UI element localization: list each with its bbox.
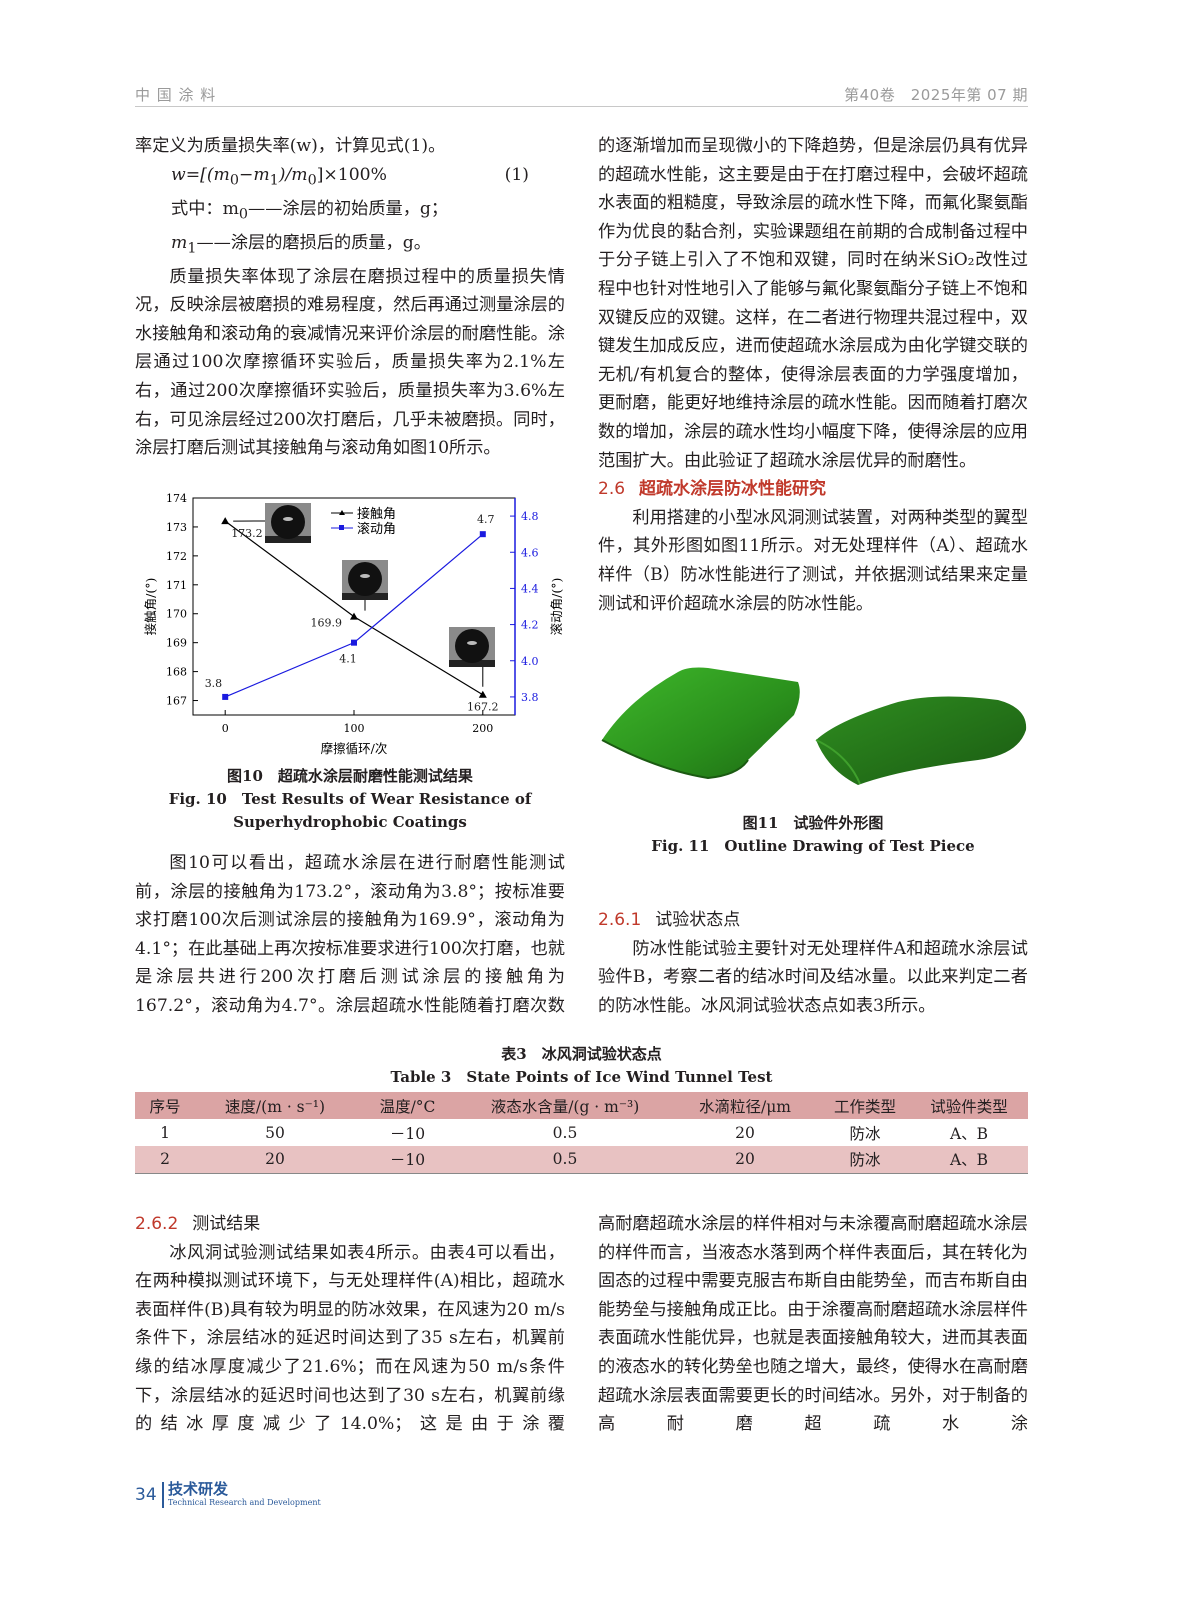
section-name: 技术研发	[168, 1480, 229, 1498]
column-header: 水滴粒径/μm	[699, 1097, 791, 1116]
data-label: 173.2	[231, 527, 263, 540]
series-line-contact-angle	[224, 520, 484, 696]
figure-11-caption: 图11 试验件外形图 Fig. 11 Outline Drawing of Te…	[598, 812, 1028, 858]
y-left-tick-label: 168	[166, 666, 187, 679]
y-left-tick-label: 170	[166, 608, 187, 621]
droplet-image-base	[265, 536, 311, 543]
paragraph: 图10可以看出，超疏水涂层在进行耐磨性能测试前，涂层的接触角为173.2°，滚动…	[135, 853, 565, 1016]
x-axis-label: 摩擦循环/次	[321, 741, 388, 756]
table-3: 序号 速度/(m · s⁻¹) 温度/°C 液态水含量/(g · m⁻³) 水滴粒径/μ…	[135, 1092, 1028, 1174]
column-header: 速度/(m · s⁻¹)	[224, 1097, 326, 1116]
left-column-middle: 图10可以看出，超疏水涂层在进行耐磨性能测试前，涂层的接触角为173.2°，滚动…	[135, 849, 565, 1021]
paragraph: 利用搭建的小型冰风洞测试装置，对两种类型的翼型件，其外形图如图11所示。对无处理…	[598, 507, 1028, 614]
definition-m0: 式中：m0——涂层的初始质量，g；	[171, 198, 449, 223]
caption-en: Fig. 10 Test Results of Wear Resistance …	[168, 790, 532, 808]
caption-cn: 表3 冰风洞试验状态点	[501, 1045, 662, 1063]
paragraph: 的逐渐增加而呈现微小的下降趋势，但是涂层仍具有优异的超疏水性能，这主要是由于在打…	[598, 136, 1028, 471]
paragraph: 高耐磨超疏水涂层的样件相对与未涂覆高耐磨超疏水涂层的样件而言，当液态水落到两个样…	[598, 1214, 1028, 1435]
legend-label: 滚动角	[357, 521, 396, 537]
data-label: 167.2	[467, 701, 499, 714]
legend-marker	[339, 525, 344, 530]
data-label: 4.7	[477, 513, 495, 526]
table-header-row: 序号 速度/(m · s⁻¹) 温度/°C 液态水含量/(g · m⁻³) 水滴粒径/μ…	[135, 1092, 1028, 1119]
airfoil-b	[816, 696, 1027, 785]
y-right-tick-label: 4.0	[521, 655, 539, 668]
column-header: 液态水含量/(g · m⁻³)	[490, 1097, 640, 1116]
table-row: 2 20 －10 0.5 20 防冰 A、B	[135, 1146, 1028, 1173]
paragraph: 冰风洞试验测试结果如表4所示。由表4可以看出，在两种模拟测试环境下，与无处理样件…	[135, 1242, 565, 1435]
data-label: 169.9	[311, 617, 343, 630]
legend-marker	[339, 510, 345, 515]
y-right-tick-label: 4.6	[521, 546, 539, 559]
section-name-en: Technical Research and Development	[168, 1498, 321, 1507]
table-3-caption: 表3 冰风洞试验状态点 Table 3 State Points of Ice …	[135, 1043, 1028, 1089]
journal-name: 中 国 涂 料	[135, 86, 217, 104]
data-point-sliding-angle	[222, 693, 229, 700]
droplet-image-base	[342, 593, 388, 600]
y-right-tick-label: 4.2	[521, 619, 539, 632]
table-row: 1 50 －10 0.5 20 防冰 A、B	[160, 1123, 989, 1143]
caption-en: Table 3 State Points of Ice Wind Tunnel …	[390, 1068, 773, 1086]
paragraph: 率定义为质量损失率(w)，计算见式(1)。	[135, 136, 446, 156]
y-left-tick-label: 172	[166, 550, 187, 563]
caption-cn: 图10 超疏水涂层耐磨性能测试结果	[227, 767, 473, 785]
y-right-tick-label: 3.8	[521, 691, 539, 704]
figure-10-caption: 图10 超疏水涂层耐磨性能测试结果 Fig. 10 Test Results o…	[135, 765, 565, 834]
legend-label: 接触角	[357, 506, 396, 522]
column-header: 工作类型	[833, 1097, 896, 1116]
x-tick-label: 200	[472, 722, 493, 735]
y-left-axis-label: 接触角/(°)	[143, 578, 158, 636]
section-heading-2-6-1: 2.6.1 试验状态点	[598, 910, 741, 930]
page-number: 34	[135, 1485, 157, 1505]
droplet-highlight	[360, 574, 370, 578]
y-left-tick-label: 167	[166, 695, 187, 708]
data-point-contact-angle	[221, 517, 230, 525]
data-point-contact-angle	[478, 690, 487, 698]
y-right-axis-label: 滚动角/(°)	[549, 578, 564, 636]
y-left-tick-label: 174	[166, 492, 187, 505]
droplet-image-base	[449, 660, 495, 667]
section-heading-2-6-2: 2.6.2 测试结果	[135, 1214, 261, 1234]
right-column-middle: 2.6.1 试验状态点 防冰性能试验主要针对无处理样件A和超疏水涂层试验件B，考察…	[598, 906, 1028, 1020]
caption-en: Fig. 11 Outline Drawing of Test Piece	[651, 837, 975, 855]
caption-en: Superhydrophobic Coatings	[233, 813, 467, 831]
data-point-sliding-angle	[351, 639, 357, 646]
droplet	[348, 562, 382, 596]
section-heading-2-6: 2.6 超疏水涂层防冰性能研究	[598, 479, 827, 500]
data-label: 4.1	[339, 653, 357, 666]
droplet	[271, 505, 305, 539]
data-point-contact-angle	[350, 612, 358, 620]
airfoil-a	[602, 667, 800, 778]
wear-resistance-chart: 167 168 169 170 171 172 173 174 3.8 4.0 4.2 4.4 4.6 4…	[143, 492, 564, 756]
y-right-tick-label: 4.8	[521, 510, 539, 523]
formula: w=[(m0−m1)/m0]×100% (1)	[135, 161, 565, 195]
issue-info: 第40卷 2025年第 07 期	[844, 86, 1028, 104]
x-tick-label: 0	[222, 722, 229, 735]
left-column-top: 率定义为质量损失率(w)，计算见式(1)。 w=[(m0−m1)/m0]×100…	[135, 132, 565, 463]
paragraph: 质量损失率体现了涂层在磨损过程中的质量损失情况，反映涂层被磨损的难易程度，然后再…	[135, 266, 565, 459]
equation-number: (1)	[504, 164, 529, 185]
footer-divider	[162, 1482, 164, 1508]
droplet-highlight	[283, 517, 293, 521]
data-point-sliding-angle	[479, 531, 486, 538]
droplet	[455, 629, 489, 663]
bottom-right-column: 高耐磨超疏水涂层的样件相对与未涂覆高耐磨超疏水涂层的样件而言，当液态水落到两个样…	[598, 1210, 1028, 1439]
x-tick-label: 100	[344, 722, 365, 735]
column-header: 温度/°C	[379, 1097, 436, 1116]
definition-m1: m1——涂层的磨损后的质量，g。	[171, 232, 431, 257]
header-divider	[135, 106, 1028, 107]
right-column-top: 的逐渐增加而呈现微小的下降趋势，但是涂层仍具有优异的超疏水性能，这主要是由于在打…	[598, 132, 1028, 618]
data-label: 3.8	[205, 677, 223, 690]
y-right-tick-label: 4.4	[521, 582, 539, 595]
column-header: 序号	[149, 1097, 181, 1116]
y-left-tick-label: 169	[166, 637, 187, 650]
bottom-left-column: 2.6.2 测试结果 冰风洞试验测试结果如表4所示。由表4可以看出，在两种模拟测试…	[135, 1210, 565, 1439]
column-header: 试验件类型	[930, 1097, 1008, 1116]
droplet-highlight	[467, 641, 477, 645]
paragraph: 防冰性能试验主要针对无处理样件A和超疏水涂层试验件B，考察二者的结冰时间及结冰量…	[598, 938, 1028, 1016]
caption-cn: 图11 试验件外形图	[742, 814, 884, 832]
y-left-tick-label: 173	[166, 521, 187, 534]
figure-11-test-pieces	[601, 667, 1027, 785]
y-left-tick-label: 171	[166, 579, 187, 592]
